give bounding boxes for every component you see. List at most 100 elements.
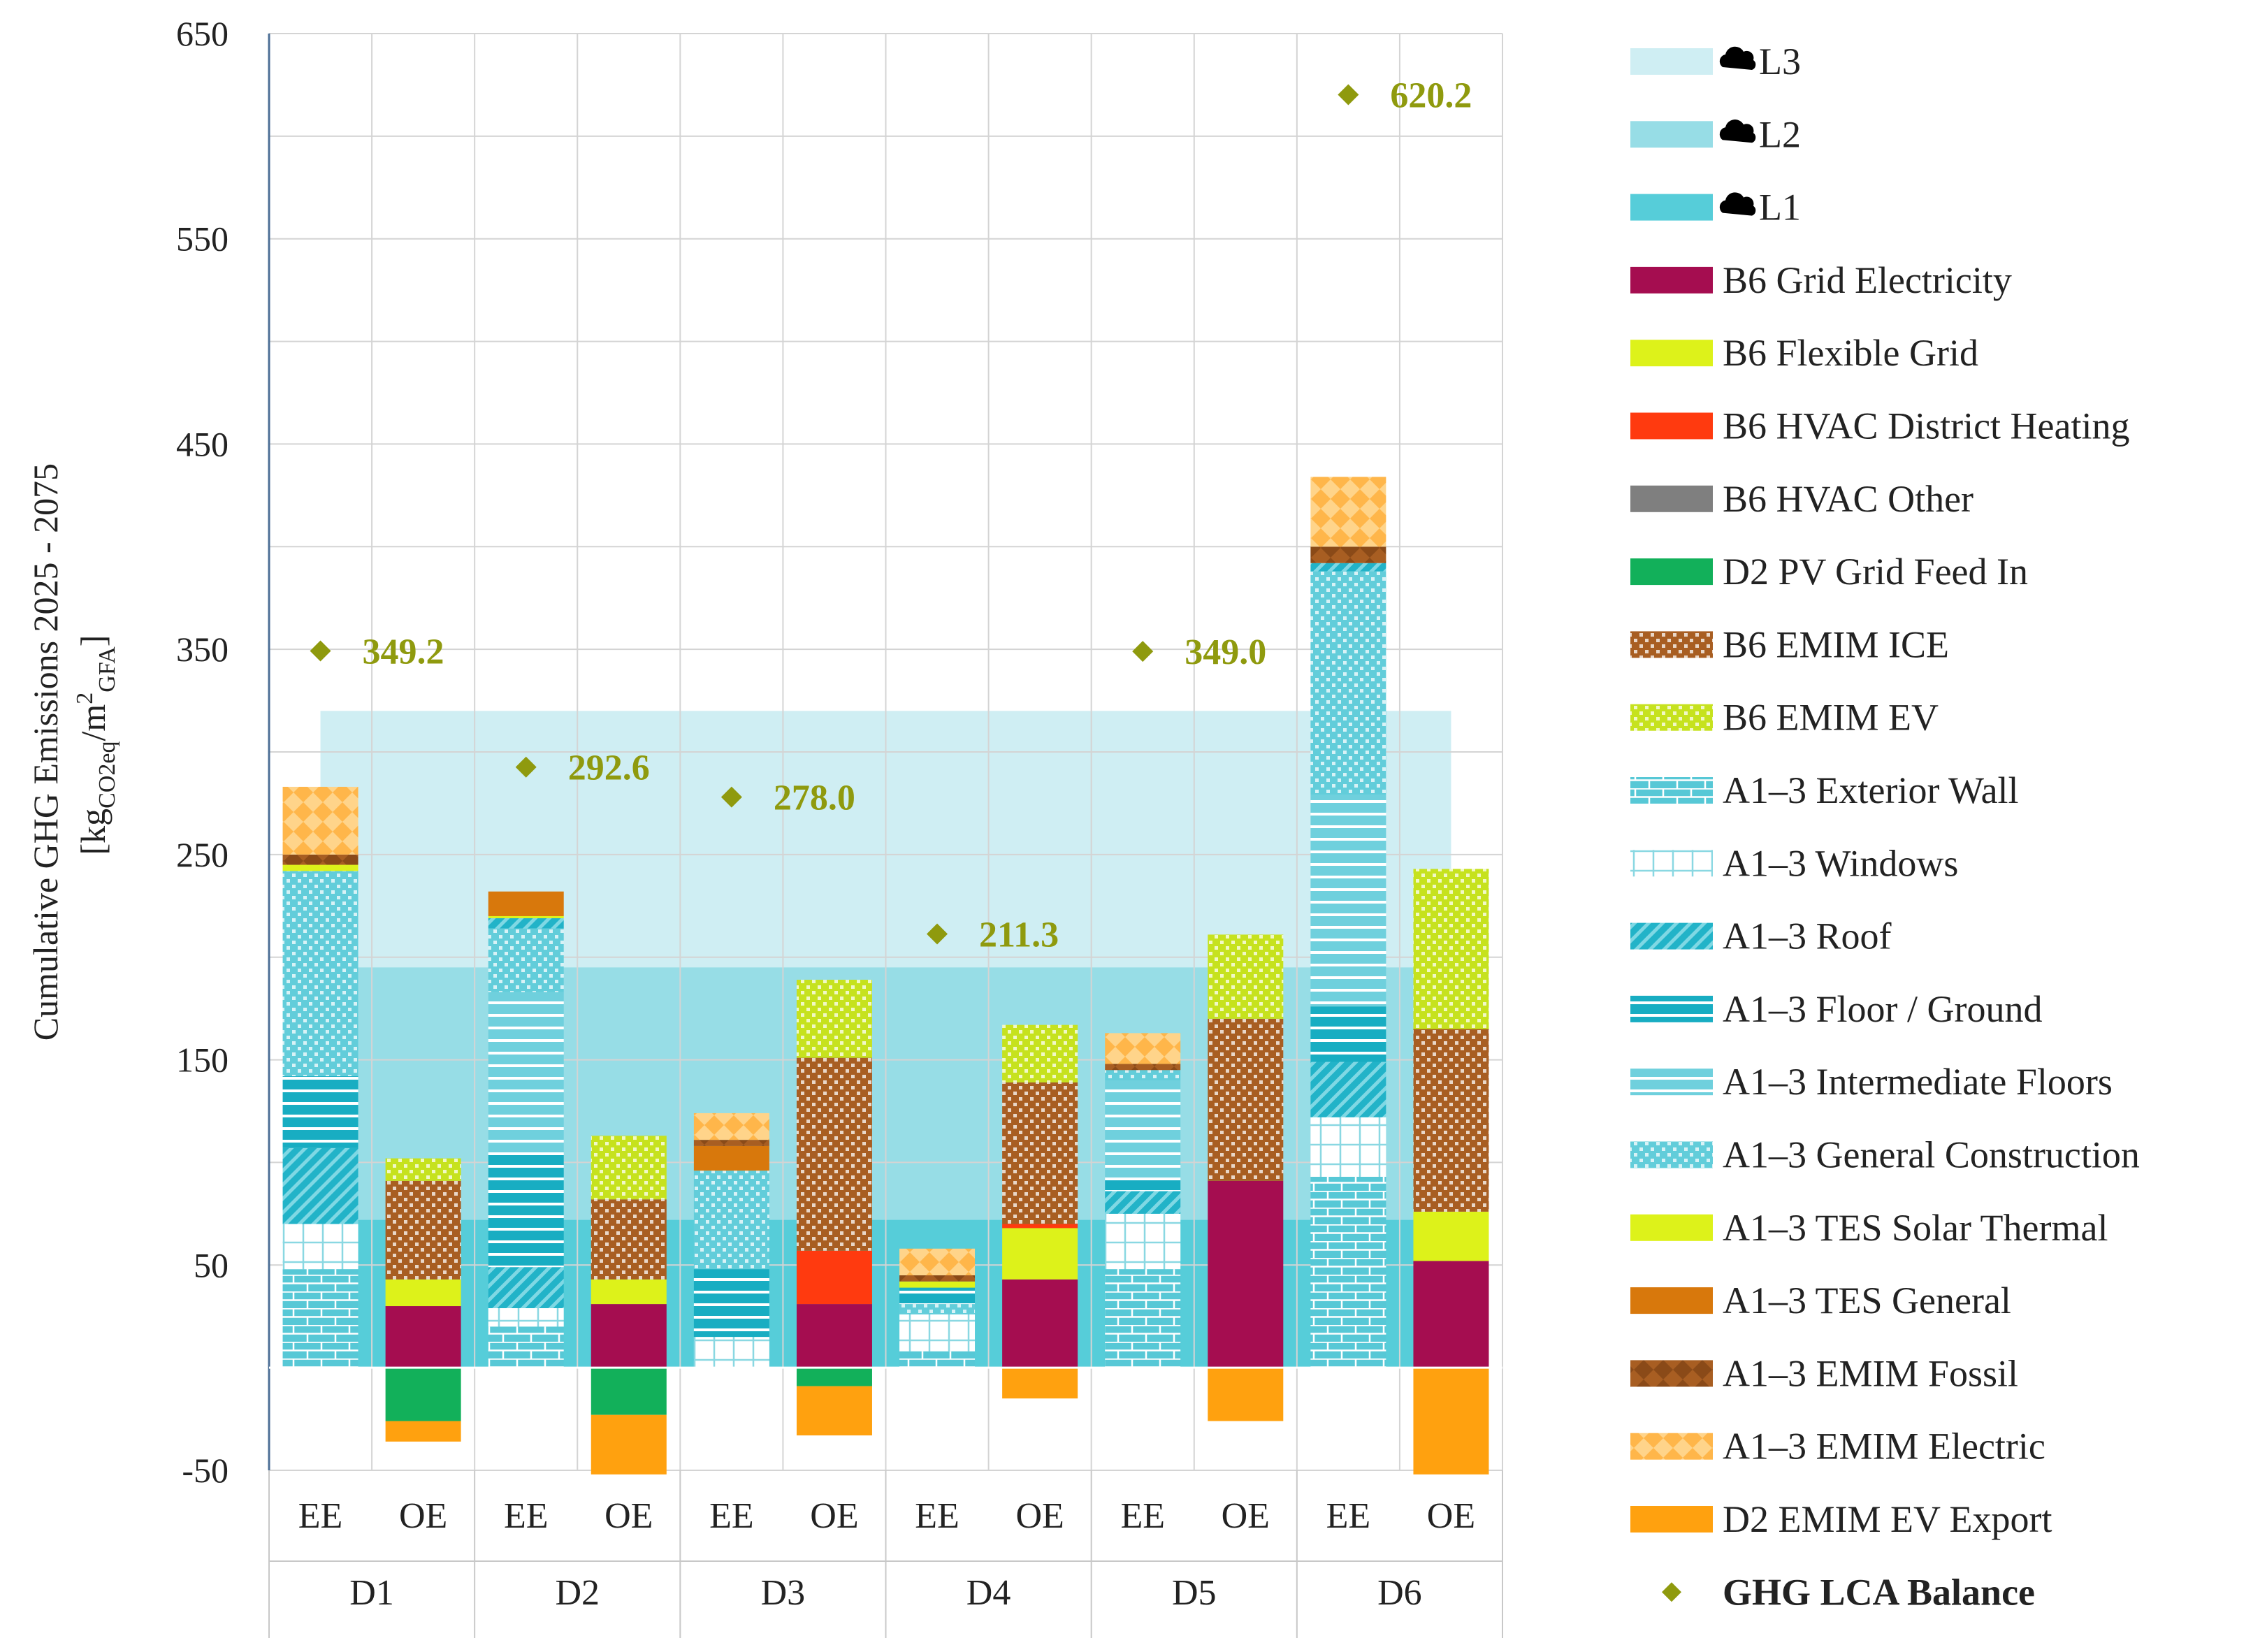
legend-label: A1–3 EMIM Electric bbox=[1723, 1426, 2045, 1468]
x-tick-label: OE bbox=[399, 1496, 447, 1536]
bar-d2-ee bbox=[488, 891, 564, 1368]
balance-label: 620.2 bbox=[1390, 76, 1472, 116]
bar-d2-oe bbox=[591, 1136, 667, 1475]
legend-swatch bbox=[1630, 121, 1713, 148]
bar-segment-b6-flexible-grid bbox=[591, 1279, 667, 1305]
legend-swatch bbox=[1630, 631, 1713, 658]
bar-segment-a1-3-exterior-wall bbox=[282, 1269, 358, 1368]
bar-segment-b6-flexible-grid bbox=[1002, 1228, 1078, 1280]
balance-label: 292.6 bbox=[568, 748, 650, 788]
bar-d4-ee bbox=[899, 1248, 976, 1368]
bar-segment-a1-3-tes-general bbox=[488, 891, 564, 916]
cloud-icon bbox=[1719, 46, 1756, 70]
legend-label: B6 Flexible Grid bbox=[1723, 332, 1978, 374]
balance-marker bbox=[720, 786, 742, 808]
bar-d6-ee bbox=[1310, 477, 1386, 1368]
legend-item-b6-hvac-district-heating: B6 HVAC District Heating bbox=[1630, 405, 2129, 447]
x-tick-label: EE bbox=[298, 1496, 343, 1536]
y-tick-label: 350 bbox=[176, 630, 229, 669]
bar-segment-d2-pv-grid-feed-in bbox=[385, 1368, 461, 1421]
legend-label: A1–3 General Construction bbox=[1723, 1134, 2140, 1176]
bar-segment-a1-3-roof bbox=[1105, 1191, 1181, 1214]
bar-segment-b6-emim-ice bbox=[1413, 1029, 1489, 1212]
bar-segment-a1-3-floor-ground bbox=[488, 1152, 564, 1268]
legend-item-d2-pv-grid-feed-in: D2 PV Grid Feed In bbox=[1630, 551, 2028, 593]
balance-marker bbox=[1132, 641, 1154, 662]
x-tick-label: EE bbox=[1120, 1496, 1165, 1536]
bar-segment-a1-3-tes-solar-thermal bbox=[488, 915, 564, 918]
y-tick-label: 50 bbox=[194, 1245, 229, 1284]
bar-segment-a1-3-floor-ground bbox=[693, 1269, 769, 1338]
legend-label: A1–3 TES General bbox=[1723, 1280, 2011, 1321]
legend-item-b6-flexible-grid: B6 Flexible Grid bbox=[1630, 332, 1978, 374]
balance-label: 278.0 bbox=[774, 778, 855, 818]
y-tick-label: 450 bbox=[176, 424, 229, 463]
bar-segment-b6-emim-ice bbox=[1002, 1082, 1078, 1224]
legend-label: A1–3 TES Solar Thermal bbox=[1723, 1207, 2108, 1249]
bar-segment-a1-3-exterior-wall bbox=[1310, 1176, 1386, 1368]
legend-label: GHG LCA Balance bbox=[1723, 1571, 2035, 1613]
legend-swatch bbox=[1630, 1214, 1713, 1241]
y-tick-label: 650 bbox=[176, 14, 229, 53]
bar-segment-b6-grid-electricity bbox=[796, 1304, 872, 1368]
legend-item-b6-grid-electricity: B6 Grid Electricity bbox=[1630, 259, 2012, 301]
bar-segment-a1-3-emim-fossil bbox=[1105, 1064, 1181, 1071]
legend-swatch bbox=[1630, 1141, 1713, 1168]
bar-segment-a1-3-general-construction bbox=[1105, 1070, 1181, 1080]
legend-item-a1-3-emim-fossil: A1–3 EMIM Fossil bbox=[1630, 1352, 2018, 1394]
balance-label: 211.3 bbox=[979, 915, 1059, 955]
bar-segment-b6-emim-ice bbox=[591, 1199, 667, 1280]
bar-segment-b6-emim-ev bbox=[591, 1136, 667, 1200]
bar-segment-d2-emim-ev-export bbox=[385, 1421, 461, 1442]
balance-marker bbox=[515, 756, 537, 778]
legend-item-a1-3-intermediate-floors: A1–3 Intermediate Floors bbox=[1630, 1061, 2113, 1103]
legend-item-l1: L1 bbox=[1630, 187, 1801, 229]
y-axis-unit: [kgCO2eq/m2GFA] bbox=[72, 635, 120, 855]
legend-item-b6-emim-ice: B6 EMIM ICE bbox=[1630, 623, 1949, 665]
group-label: D4 bbox=[966, 1573, 1011, 1613]
bar-segment-a1-3-emim-fossil bbox=[693, 1140, 769, 1146]
bar-segment-a1-3-tes-general bbox=[693, 1145, 769, 1171]
bar-d1-ee bbox=[282, 786, 358, 1368]
bar-segment-a1-3-emim-electric bbox=[693, 1113, 769, 1140]
legend-item-ghg-lca-balance: GHG LCA Balance bbox=[1662, 1571, 2035, 1613]
bar-segment-a1-3-general-construction bbox=[693, 1171, 769, 1270]
bar-segment-a1-3-emim-fossil bbox=[899, 1275, 976, 1282]
bar-segment-a1-3-exterior-wall bbox=[899, 1351, 976, 1368]
bar-segment-a1-3-windows bbox=[693, 1337, 769, 1368]
bar-segment-d2-pv-grid-feed-in bbox=[591, 1368, 667, 1415]
legend-swatch bbox=[1630, 995, 1713, 1022]
legend-label: B6 EMIM ICE bbox=[1723, 623, 1949, 665]
legend-item-l3: L3 bbox=[1630, 41, 1801, 82]
group-label: D5 bbox=[1172, 1573, 1217, 1613]
legend-swatch bbox=[1630, 704, 1713, 731]
bar-segment-a1-3-windows bbox=[1105, 1213, 1181, 1270]
bar-segment-a1-3-general-construction bbox=[488, 928, 564, 992]
legend-item-l2: L2 bbox=[1630, 113, 1801, 155]
balance-marker bbox=[927, 923, 948, 945]
bar-segment-a1-3-roof bbox=[488, 918, 564, 929]
bar-segment-a1-3-general-construction bbox=[282, 871, 358, 1077]
bar-segment-a1-3-windows bbox=[1310, 1117, 1386, 1177]
bar-segment-b6-emim-ev bbox=[1208, 934, 1284, 1019]
cloud-icon bbox=[1719, 192, 1756, 216]
x-tick-label: EE bbox=[915, 1496, 959, 1536]
legend-swatch bbox=[1662, 1582, 1681, 1602]
bar-segment-b6-emim-ev bbox=[796, 980, 872, 1058]
bar-segment-a1-3-floor-ground bbox=[282, 1076, 358, 1148]
legend-swatch bbox=[1630, 1360, 1713, 1387]
bar-segment-a1-3-emim-electric bbox=[899, 1248, 976, 1275]
bar-d1-oe bbox=[385, 1158, 461, 1442]
legend-swatch bbox=[1630, 558, 1713, 586]
bar-segment-a1-3-roof bbox=[282, 1147, 358, 1224]
group-label: D6 bbox=[1377, 1573, 1422, 1613]
legend-label: L2 bbox=[1759, 113, 1801, 155]
gridlines bbox=[269, 33, 1503, 1471]
balance-marker bbox=[310, 640, 331, 662]
legend-label: A1–3 Exterior Wall bbox=[1723, 769, 2019, 811]
legend-swatch bbox=[1630, 777, 1713, 804]
bar-segment-a1-3-general-construction bbox=[1310, 571, 1386, 795]
bar-segment-b6-emim-ev bbox=[1002, 1024, 1078, 1082]
legend-swatch bbox=[1630, 194, 1713, 221]
bar-d5-ee bbox=[1105, 1033, 1181, 1368]
